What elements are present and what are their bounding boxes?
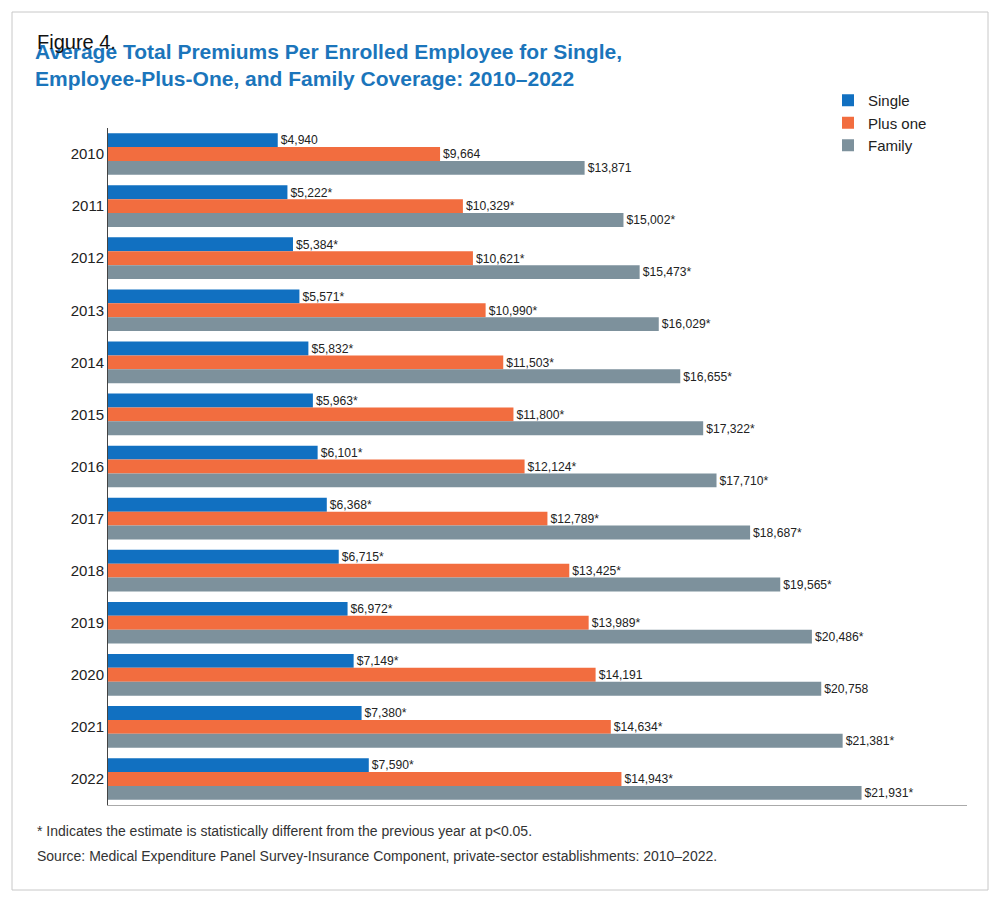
svg-text:$13,989*: $13,989* [592, 616, 641, 630]
svg-text:$11,800*: $11,800* [516, 408, 564, 422]
svg-text:$18,687*: $18,687* [753, 526, 802, 540]
svg-text:$5,832*: $5,832* [311, 342, 353, 356]
svg-text:$5,571*: $5,571* [302, 290, 344, 304]
svg-text:2014: 2014 [71, 354, 104, 371]
svg-text:2022: 2022 [71, 770, 104, 787]
svg-text:2019: 2019 [71, 614, 104, 631]
svg-text:2011: 2011 [72, 197, 104, 214]
svg-text:$7,590*: $7,590* [372, 758, 414, 772]
svg-text:$16,655*: $16,655* [683, 370, 732, 384]
svg-text:$6,715*: $6,715* [342, 550, 384, 564]
svg-text:$4,940: $4,940 [281, 133, 318, 147]
svg-text:2021: 2021 [71, 718, 104, 735]
svg-text:$5,963*: $5,963* [316, 394, 358, 408]
svg-text:$12,124*: $12,124* [528, 460, 577, 474]
svg-text:Single: Single [868, 92, 910, 109]
svg-text:Source: Medical Expenditure Pa: Source: Medical Expenditure Panel Survey… [37, 848, 717, 864]
svg-text:$5,384*: $5,384* [296, 238, 338, 252]
svg-text:2015: 2015 [71, 406, 104, 423]
svg-text:2012: 2012 [71, 249, 104, 266]
svg-text:Family: Family [868, 137, 913, 154]
svg-text:$10,990*: $10,990* [489, 304, 538, 318]
svg-text:$6,972*: $6,972* [351, 602, 393, 616]
svg-text:$11,503*: $11,503* [506, 356, 554, 370]
svg-text:Plus one: Plus one [868, 115, 926, 132]
svg-text:$17,710*: $17,710* [720, 474, 769, 488]
svg-text:$20,758: $20,758 [824, 682, 868, 696]
svg-text:2020: 2020 [71, 666, 104, 683]
svg-text:$19,565*: $19,565* [783, 578, 832, 592]
svg-text:$21,381*: $21,381* [846, 734, 895, 748]
svg-text:$20,486*: $20,486* [815, 630, 864, 644]
svg-text:$12,789*: $12,789* [550, 512, 599, 526]
svg-text:Figure 4.: Figure 4. [37, 31, 116, 53]
svg-text:$6,368*: $6,368* [330, 498, 372, 512]
svg-text:$7,149*: $7,149* [357, 654, 399, 668]
svg-text:$7,380*: $7,380* [365, 706, 407, 720]
svg-text:$6,101*: $6,101* [321, 446, 363, 460]
svg-text:$14,943*: $14,943* [624, 772, 673, 786]
svg-text:$5,222*: $5,222* [290, 186, 332, 200]
svg-text:$15,002*: $15,002* [626, 213, 675, 227]
svg-text:$16,029*: $16,029* [662, 317, 711, 331]
svg-text:$14,634*: $14,634* [614, 720, 663, 734]
svg-text:$10,329*: $10,329* [466, 199, 515, 213]
svg-text:$10,621*: $10,621* [476, 252, 525, 266]
svg-text:* Indicates the estimate is st: * Indicates the estimate is statisticall… [37, 823, 532, 839]
svg-text:$14,191: $14,191 [599, 668, 643, 682]
svg-text:$21,931*: $21,931* [865, 786, 914, 800]
svg-text:2010: 2010 [71, 145, 104, 162]
svg-text:$15,473*: $15,473* [643, 265, 692, 279]
svg-text:Average Total Premiums Per Enr: Average Total Premiums Per Enrolled Empl… [35, 40, 622, 90]
svg-text:2018: 2018 [71, 562, 104, 579]
svg-text:$17,322*: $17,322* [706, 422, 755, 436]
svg-text:2013: 2013 [71, 302, 104, 319]
svg-text:$13,425*: $13,425* [572, 564, 621, 578]
svg-text:$13,871: $13,871 [588, 161, 632, 175]
svg-text:2016: 2016 [71, 458, 104, 475]
svg-text:$9,664: $9,664 [443, 147, 480, 161]
svg-text:2017: 2017 [71, 510, 104, 527]
